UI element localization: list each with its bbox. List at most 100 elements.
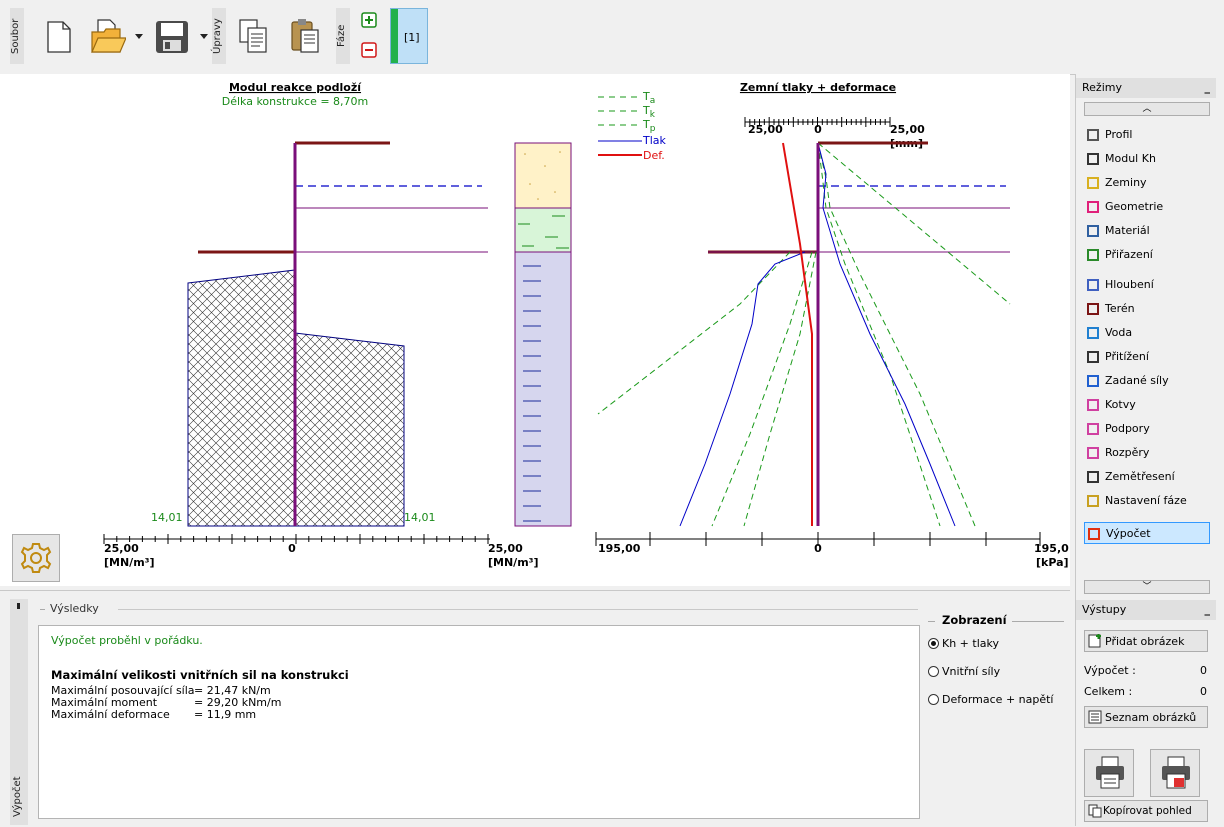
mode-item-zadane-sily[interactable]: Zadané síly — [1084, 370, 1210, 392]
side-tab[interactable]: Výpočet — [10, 599, 28, 825]
soil-layer-2-marks — [518, 215, 569, 249]
legend-def: Def. — [643, 149, 665, 162]
mode-item-kotvy[interactable]: Kotvy — [1084, 394, 1210, 416]
result-row: Maximální posouvající síla — [51, 684, 195, 697]
deformation-line — [782, 142, 813, 526]
printer-icon — [1096, 756, 1124, 789]
copy-icon[interactable] — [238, 18, 268, 54]
result-value: = 11,9 mm — [194, 708, 257, 721]
print-preview-button[interactable] — [1150, 749, 1200, 797]
modes-scroll-down[interactable]: ﹀ — [1084, 580, 1210, 594]
left-axis-min: 25,00 — [104, 542, 139, 555]
file-group-label: Soubor — [10, 8, 24, 64]
mode-item-nastaveni-faze[interactable]: Nastavení fáze — [1084, 490, 1210, 512]
mode-label: Zadané síly — [1105, 374, 1169, 387]
legend-ta: T — [642, 90, 650, 103]
pressure-lines — [679, 142, 956, 527]
print-button[interactable] — [1084, 749, 1134, 797]
soil-layer-1-marks — [524, 151, 561, 200]
canvas-svg: Modul reakce podloží Délka konstrukce = … — [103, 81, 1069, 569]
mode-item-hloubeni[interactable]: Hloubení — [1084, 274, 1210, 296]
mode-item-prirazeni[interactable]: Přiřazení — [1084, 244, 1210, 266]
results-frame-label: Výsledky — [50, 602, 99, 615]
mode-item-modul-kh[interactable]: Modul Kh — [1084, 148, 1210, 170]
ta-right-line — [817, 142, 941, 527]
mode-label: Hloubení — [1105, 278, 1154, 291]
mode-label: Materiál — [1105, 224, 1150, 237]
radio-label: Deformace + napětí — [942, 693, 1054, 706]
toolbar: Soubor Úpravy Fáze — [0, 0, 1224, 75]
mode-pritizeni-icon — [1086, 350, 1100, 364]
left-axis-unit-left: [MN/m³] — [104, 556, 155, 569]
add-phase-icon[interactable] — [361, 12, 377, 28]
phase-active-strip — [391, 9, 398, 63]
legend-tk: T — [642, 104, 650, 117]
list-images-button[interactable]: Seznam obrázků — [1084, 706, 1208, 728]
mode-label: Rozpěry — [1105, 446, 1150, 459]
collapse-icon[interactable]: _ — [1204, 81, 1211, 94]
chevron-down-icon[interactable] — [134, 33, 144, 41]
save-icon[interactable] — [155, 20, 189, 54]
mode-item-pritizeni[interactable]: Přitížení — [1084, 346, 1210, 368]
pin-icon[interactable] — [17, 603, 20, 609]
radio-kh-tlaky[interactable]: Kh + tlaky — [928, 637, 999, 650]
kh-right-hatch — [294, 332, 405, 527]
radio-indicator — [928, 638, 939, 649]
add-image-label: Přidat obrázek — [1105, 635, 1185, 648]
side-tab-label: Výpočet — [12, 776, 23, 818]
total-count-value: 0 — [1200, 685, 1207, 698]
new-file-icon[interactable] — [46, 20, 72, 54]
remove-phase-icon[interactable] — [361, 42, 377, 58]
mode-item-material[interactable]: Materiál — [1084, 220, 1210, 242]
result-row: Maximální moment — [51, 696, 157, 709]
settings-button[interactable] — [12, 534, 60, 582]
right-panel: Režimy _ ︿ Profil Modul Kh Zeminy Geometrie… — [1075, 74, 1224, 826]
pressure-left-line — [679, 251, 806, 527]
radio-vnitrni-sily[interactable]: Vnitřní síly — [928, 665, 1000, 678]
frame-line — [40, 609, 45, 610]
left-axis-ticks — [103, 534, 489, 544]
chevron-down-icon[interactable] — [199, 33, 209, 41]
left-axis-unit-right: [MN/m³] — [488, 556, 539, 569]
mode-item-teren[interactable]: Terén — [1084, 298, 1210, 320]
paste-icon[interactable] — [290, 18, 320, 54]
mode-podpory-icon — [1086, 422, 1100, 436]
open-folder-icon[interactable] — [90, 18, 126, 54]
edit-group-label: Úpravy — [212, 8, 226, 64]
mode-label: Kotvy — [1105, 398, 1136, 411]
deformation-axis-zero: 0 — [814, 123, 822, 136]
mode-item-rozpery[interactable]: Rozpěry — [1084, 442, 1210, 464]
mode-item-geometrie[interactable]: Geometrie — [1084, 196, 1210, 218]
result-label: Maximální posouvající síla — [51, 684, 195, 697]
mode-prirazeni-icon — [1086, 248, 1100, 262]
pressure-axis-zero: 0 — [814, 542, 822, 555]
copy-view-button[interactable]: Kopírovat pohled — [1084, 800, 1208, 822]
collapse-icon[interactable]: _ — [1204, 603, 1211, 616]
mode-item-voda[interactable]: Voda — [1084, 322, 1210, 344]
pressure-axis-unit: [kPa] — [1036, 556, 1069, 569]
mode-item-zeminy[interactable]: Zeminy — [1084, 172, 1210, 194]
radio-label: Vnitřní síly — [942, 665, 1001, 678]
radio-indicator — [928, 666, 939, 677]
deformation-axis-max: 25,00 — [890, 123, 925, 136]
pressure-axis-max: 195,0 — [1034, 542, 1069, 555]
left-chart-title: Modul reakce podloží — [229, 81, 362, 94]
drawing-canvas[interactable]: Modul reakce podloží Délka konstrukce = … — [0, 74, 1070, 586]
left-axis-zero: 0 — [288, 542, 296, 555]
add-image-button[interactable]: Přidat obrázek — [1084, 630, 1208, 652]
copy-view-label: Kopírovat pohled — [1103, 805, 1192, 817]
mode-item-podpory[interactable]: Podpory — [1084, 418, 1210, 440]
legend-tlak: Tlak — [642, 134, 667, 147]
deformation-axis-ticks — [744, 117, 891, 127]
mode-label: Modul Kh — [1105, 152, 1156, 165]
radio-deformace[interactable]: Deformace + napětí — [928, 693, 1053, 706]
mode-item-profil[interactable]: Profil — [1084, 124, 1210, 146]
mode-item-vypocet[interactable]: Výpočet — [1084, 522, 1210, 544]
left-chart-subtitle: Délka konstrukce = 8,70m — [222, 95, 369, 108]
left-axis-max: 25,00 — [488, 542, 523, 555]
legend-tk-sub: k — [650, 110, 656, 120]
phase-tab-1[interactable]: [1] — [390, 8, 428, 64]
modes-scroll-up[interactable]: ︿ — [1084, 102, 1210, 116]
mode-item-zemetreseni[interactable]: Zemětřesení — [1084, 466, 1210, 488]
mode-hloubeni-icon — [1086, 278, 1100, 292]
